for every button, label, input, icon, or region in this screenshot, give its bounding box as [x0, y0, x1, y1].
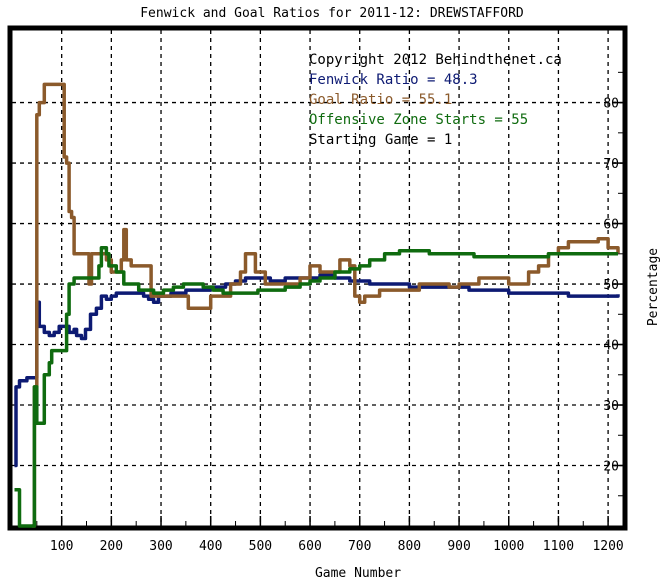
series-line-goal-ratio [31, 82, 620, 528]
x-tick-label-900: 900 [447, 539, 470, 554]
y-tick-label-50: 50 [603, 278, 619, 293]
legend: Copyright 2012 Behindthenet.ca Fenwick Ra… [309, 52, 562, 148]
grid [12, 30, 623, 526]
y-tick-label-20: 20 [603, 460, 619, 475]
x-tick-label-1100: 1100 [543, 539, 574, 554]
x-tick-label-800: 800 [398, 539, 421, 554]
y-tick-label-30: 30 [603, 399, 619, 414]
y-tick-label-70: 70 [603, 157, 619, 172]
series-lines [14, 82, 620, 528]
legend-entry-1: Fenwick Ratio = 48.3 [309, 72, 478, 88]
y-tick-label-40: 40 [603, 339, 619, 354]
x-tick-label-200: 200 [100, 539, 123, 554]
x-axis-label: Game Number [315, 566, 401, 580]
x-tick-label-400: 400 [199, 539, 222, 554]
axis-ticks: 100 200 300 400 500 600 700 800 900 1000 1100 1200 2… [36, 71, 624, 554]
legend-entry-0: Copyright 2012 Behindthenet.ca [309, 52, 562, 68]
series-line-fenwick-ratio [14, 273, 620, 468]
legend-entry-3: Offensive Zone Starts = 55 [309, 112, 528, 128]
x-tick-label-600: 600 [298, 539, 321, 554]
y-axis-label: Percentage [646, 248, 661, 326]
x-tick-label-1000: 1000 [493, 539, 524, 554]
y-tick-label-60: 60 [603, 218, 619, 233]
x-tick-label-300: 300 [149, 539, 172, 554]
legend-entry-4: Starting Game = 1 [309, 132, 452, 148]
y-tick-label-80: 80 [603, 97, 619, 112]
chart-title: Fenwick and Goal Ratios for 2011-12: DRE… [140, 6, 524, 21]
legend-entry-2: Goal Ratio = 55.1 [309, 92, 452, 108]
x-tick-label-100: 100 [50, 539, 73, 554]
x-tick-label-1200: 1200 [592, 539, 623, 554]
x-tick-label-500: 500 [249, 539, 272, 554]
series-line-offensive-zone-starts [14, 246, 618, 528]
x-tick-label-700: 700 [348, 539, 371, 554]
